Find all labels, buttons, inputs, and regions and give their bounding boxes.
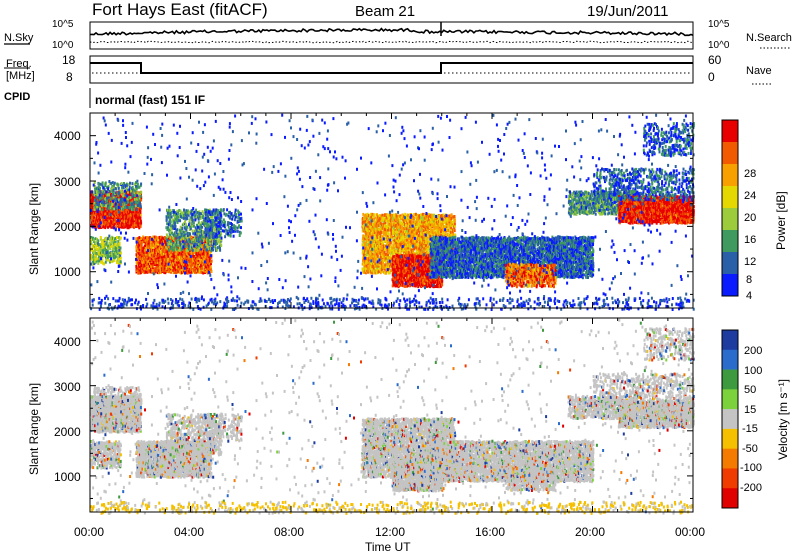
range-cell [97, 239, 99, 242]
range-cell [102, 181, 104, 184]
range-cell [140, 191, 142, 194]
range-cell [120, 257, 122, 260]
range-cell [106, 200, 108, 203]
range-cell [110, 198, 112, 201]
nsky-trace [90, 29, 693, 36]
range-cell [107, 237, 109, 240]
range-cell [135, 237, 137, 240]
range-cell [135, 204, 137, 207]
range-cell [111, 245, 113, 248]
range-cell [95, 199, 97, 202]
range-cell [140, 237, 142, 240]
range-cell [105, 182, 107, 185]
range-cell [118, 191, 120, 194]
noise-tick-low-right: 10^0 [708, 40, 730, 51]
range-cell [120, 203, 122, 206]
date-label: 19/Jun/2011 [587, 3, 668, 20]
nsearch-trace [90, 41, 693, 42]
range-cell [131, 182, 133, 185]
noise-tick-high-right: 10^5 [708, 19, 730, 30]
range-cell [121, 190, 123, 193]
range-cell [103, 191, 105, 194]
range-cell [118, 184, 120, 187]
range-cell [164, 255, 166, 258]
cpid-text: normal (fast) 151 IF [95, 93, 205, 107]
range-cell [135, 208, 137, 211]
range-cell [126, 206, 128, 209]
range-cell [116, 236, 118, 239]
range-cell [132, 186, 134, 189]
power-heatmap-cells [90, 114, 695, 311]
range-cell [114, 182, 116, 185]
range-cell [99, 187, 101, 190]
range-cell [103, 262, 105, 265]
range-cell [113, 207, 115, 210]
range-cell [105, 261, 107, 264]
range-cell [118, 206, 120, 209]
range-cell [108, 193, 110, 196]
range-cell [137, 183, 139, 186]
range-cell [140, 183, 142, 186]
range-cell [106, 197, 108, 200]
cpid-label: CPID [4, 91, 30, 103]
range-cell [113, 189, 115, 192]
freq-tick-high: 18 [62, 53, 76, 67]
range-cell [108, 255, 110, 258]
noise-tick-low-left: 10^0 [52, 40, 74, 51]
beam-label: Beam 21 [355, 3, 415, 20]
nsky-label: N.Sky [4, 32, 34, 44]
range-cell [129, 182, 131, 185]
nsearch-label: N.Search [746, 32, 792, 44]
noise-strip-frame [90, 22, 693, 49]
range-cell [115, 187, 117, 190]
freq-unit-label: [MHz] [6, 70, 35, 82]
range-cell [98, 203, 100, 206]
range-cell [125, 194, 127, 197]
freq-tick-low: 8 [66, 70, 73, 84]
range-cell [129, 186, 131, 189]
range-cell [100, 236, 102, 239]
range-cell [118, 187, 120, 190]
freq-trace [90, 63, 693, 73]
range-cell [120, 260, 122, 263]
range-cell [112, 181, 114, 184]
range-cell [99, 247, 101, 250]
noise-tick-high-left: 10^5 [52, 19, 74, 30]
range-cell [100, 183, 102, 186]
range-cell [166, 250, 168, 253]
range-cell [107, 226, 109, 229]
range-cell [124, 206, 126, 209]
nave-label: Nave [746, 65, 772, 77]
nave-tick-high: 60 [708, 53, 722, 67]
range-cell [131, 195, 133, 198]
range-cell [156, 259, 158, 262]
range-cell [102, 208, 104, 211]
range-cell [136, 187, 138, 190]
range-cell [161, 236, 163, 239]
range-cell [113, 259, 115, 262]
range-cell [140, 220, 142, 223]
range-cell [106, 241, 108, 244]
range-cell [115, 191, 117, 194]
range-cell [130, 196, 132, 199]
range-cell [158, 247, 160, 250]
range-cell [119, 242, 121, 245]
range-cell [122, 194, 124, 197]
range-cell [100, 191, 102, 194]
radar-summary-plot: Fort Hays East (fitACF) Beam 21 19/Jun/2… [0, 0, 800, 554]
station-title: Fort Hays East (fitACF) [92, 0, 268, 19]
range-cell [98, 182, 100, 185]
freq-strip-frame [90, 56, 693, 83]
range-cell [140, 195, 142, 198]
range-cell [120, 237, 122, 240]
range-cell [99, 207, 101, 210]
range-cell [111, 207, 113, 210]
range-cell [138, 236, 140, 239]
nave-tick-low: 0 [708, 70, 715, 84]
range-cell [109, 202, 111, 205]
range-cell [92, 244, 94, 247]
range-cell [111, 241, 113, 244]
